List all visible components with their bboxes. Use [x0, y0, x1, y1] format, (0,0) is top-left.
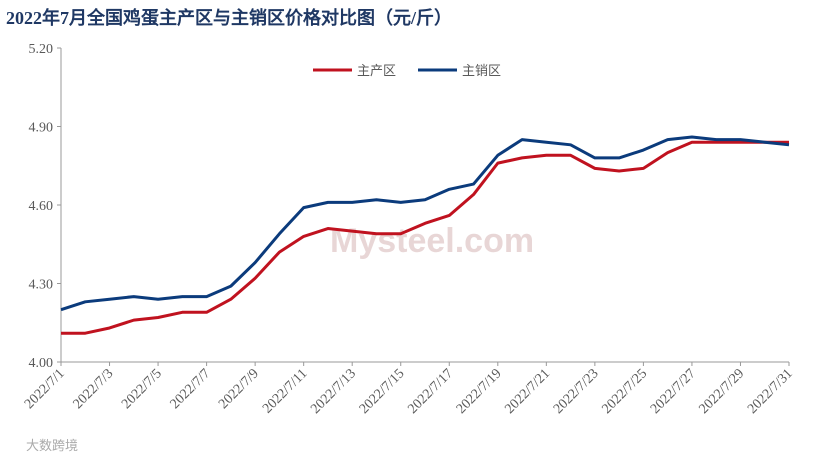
series-line [61, 140, 789, 335]
chart-title: 2022年7月全国鸡蛋主产区与主销区价格对比图（元/斤） [6, 7, 452, 28]
x-tick-label: 2022/7/25 [599, 366, 650, 417]
y-tick-label: 4.30 [29, 278, 54, 293]
legend-label: 主产区 [357, 63, 396, 78]
x-tick-label: 2022/7/5 [119, 366, 165, 412]
x-tick-label: 2022/7/17 [405, 366, 456, 417]
y-tick-label: 5.20 [29, 42, 54, 57]
x-tick-label: 2022/7/11 [260, 366, 310, 416]
x-tick-label: 2022/7/21 [502, 366, 553, 417]
y-tick-label: 4.00 [29, 356, 54, 371]
x-tick-label: 2022/7/27 [648, 366, 699, 417]
series-line [60, 135, 790, 312]
x-tick-label: 2022/7/29 [697, 366, 748, 417]
logo: 大数跨境 [26, 439, 78, 454]
x-tick-label: 2022/7/13 [308, 366, 359, 417]
x-tick-label: 2022/7/3 [71, 366, 117, 412]
y-tick-label: 4.90 [29, 121, 54, 136]
x-tick-label: 2022/7/19 [454, 366, 505, 417]
x-tick-label: 2022/7/1 [22, 366, 68, 412]
x-tick-label: 2022/7/15 [357, 366, 408, 417]
x-tick-label: 2022/7/23 [551, 366, 602, 417]
watermark: Mysteel.com [330, 222, 534, 260]
y-tick-label: 4.60 [29, 199, 54, 214]
x-tick-label: 2022/7/31 [745, 366, 796, 417]
x-tick-label: 2022/7/7 [168, 366, 214, 412]
x-tick-label: 2022/7/9 [216, 366, 262, 412]
legend-label: 主销区 [462, 63, 501, 78]
